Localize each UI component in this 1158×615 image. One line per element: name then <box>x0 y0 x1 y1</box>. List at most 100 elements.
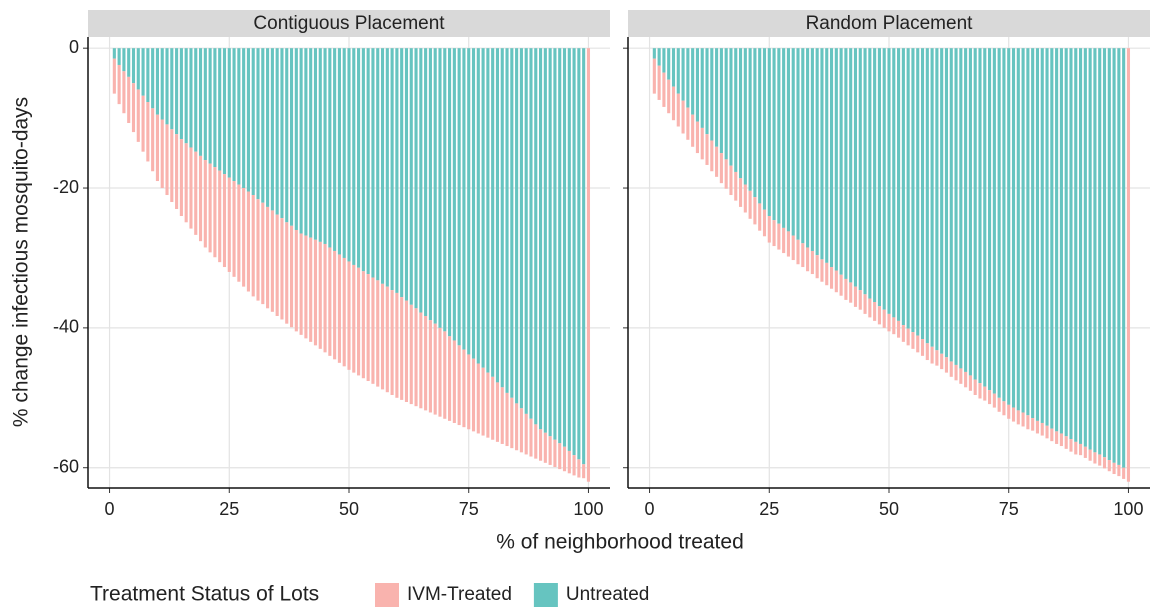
strip <box>628 10 1150 37</box>
bar <box>796 239 800 265</box>
x-tick-label: 0 <box>645 499 655 519</box>
bar <box>505 48 509 393</box>
bar <box>887 313 891 332</box>
bar <box>906 48 910 329</box>
y-tick-label: -40 <box>53 317 79 337</box>
bar <box>500 387 504 444</box>
bar <box>973 379 977 396</box>
bar <box>810 250 814 275</box>
bar <box>127 48 131 77</box>
bar <box>959 368 963 384</box>
bar <box>280 218 284 320</box>
bar <box>662 72 666 107</box>
bar <box>657 48 661 66</box>
bar <box>266 48 270 207</box>
bar <box>1117 48 1121 465</box>
bar <box>251 195 255 297</box>
bar <box>256 48 260 200</box>
bar <box>304 235 308 339</box>
legend-label: IVM-Treated <box>407 584 512 605</box>
bar <box>385 48 389 287</box>
bar <box>1064 436 1068 449</box>
bar <box>1016 410 1020 425</box>
bar <box>681 48 685 101</box>
bar <box>949 48 953 362</box>
bar <box>424 48 428 316</box>
bar <box>366 274 370 382</box>
y-tick-label: 0 <box>69 37 79 57</box>
bar <box>940 48 944 354</box>
bar <box>944 357 949 373</box>
bar <box>141 95 145 152</box>
bar <box>877 306 881 325</box>
bar <box>275 48 279 215</box>
bar <box>198 155 203 242</box>
bar <box>323 243 327 353</box>
bar <box>213 48 217 168</box>
bar <box>510 48 514 398</box>
bar <box>385 286 389 393</box>
bar <box>337 48 341 255</box>
bar <box>462 349 466 428</box>
bar <box>347 48 351 262</box>
bar <box>361 48 365 272</box>
bar <box>1098 454 1102 466</box>
bar <box>414 48 418 309</box>
bar <box>1026 415 1030 430</box>
bar <box>189 147 193 229</box>
bar <box>112 58 116 94</box>
bar <box>280 48 284 219</box>
bar <box>510 397 514 449</box>
bar <box>1079 48 1083 444</box>
bar <box>676 93 680 127</box>
x-tick-label: 25 <box>759 499 779 519</box>
bar <box>935 350 939 366</box>
bar <box>543 432 547 463</box>
bar <box>868 48 872 299</box>
bar <box>534 424 538 459</box>
bar <box>863 294 867 314</box>
bar <box>1055 431 1059 444</box>
facet-title: Contiguous Placement <box>253 13 445 34</box>
bar <box>916 335 920 353</box>
x-tick-label: 50 <box>339 499 359 519</box>
bar <box>906 328 910 346</box>
bar <box>553 48 557 440</box>
bar <box>652 58 656 94</box>
bar <box>853 286 858 307</box>
bar <box>548 436 552 465</box>
bar <box>289 48 294 226</box>
bar <box>1055 48 1059 432</box>
bar <box>524 413 528 455</box>
bar <box>256 199 260 301</box>
legend-key <box>375 583 399 607</box>
bar <box>333 48 337 251</box>
bar <box>582 464 586 479</box>
bar <box>558 443 562 470</box>
bar <box>944 48 949 358</box>
bar <box>667 48 671 80</box>
bar <box>151 48 155 109</box>
bar <box>294 229 298 332</box>
x-axis-label: % of neighborhood treated <box>496 531 744 554</box>
bar <box>246 48 250 192</box>
bar <box>232 48 236 182</box>
bar <box>1040 422 1044 436</box>
bar <box>586 48 591 482</box>
bar <box>1064 48 1068 437</box>
bar <box>203 48 207 161</box>
bar <box>318 241 322 349</box>
bar <box>743 184 747 213</box>
bar <box>184 48 188 144</box>
bar <box>328 247 332 356</box>
bar <box>371 48 375 278</box>
x-tick-label: 0 <box>105 499 115 519</box>
x-tick-label: 50 <box>879 499 899 519</box>
bar <box>815 255 819 279</box>
bar <box>323 48 327 244</box>
bar <box>844 278 848 300</box>
bar <box>519 408 523 453</box>
bar <box>127 76 131 124</box>
